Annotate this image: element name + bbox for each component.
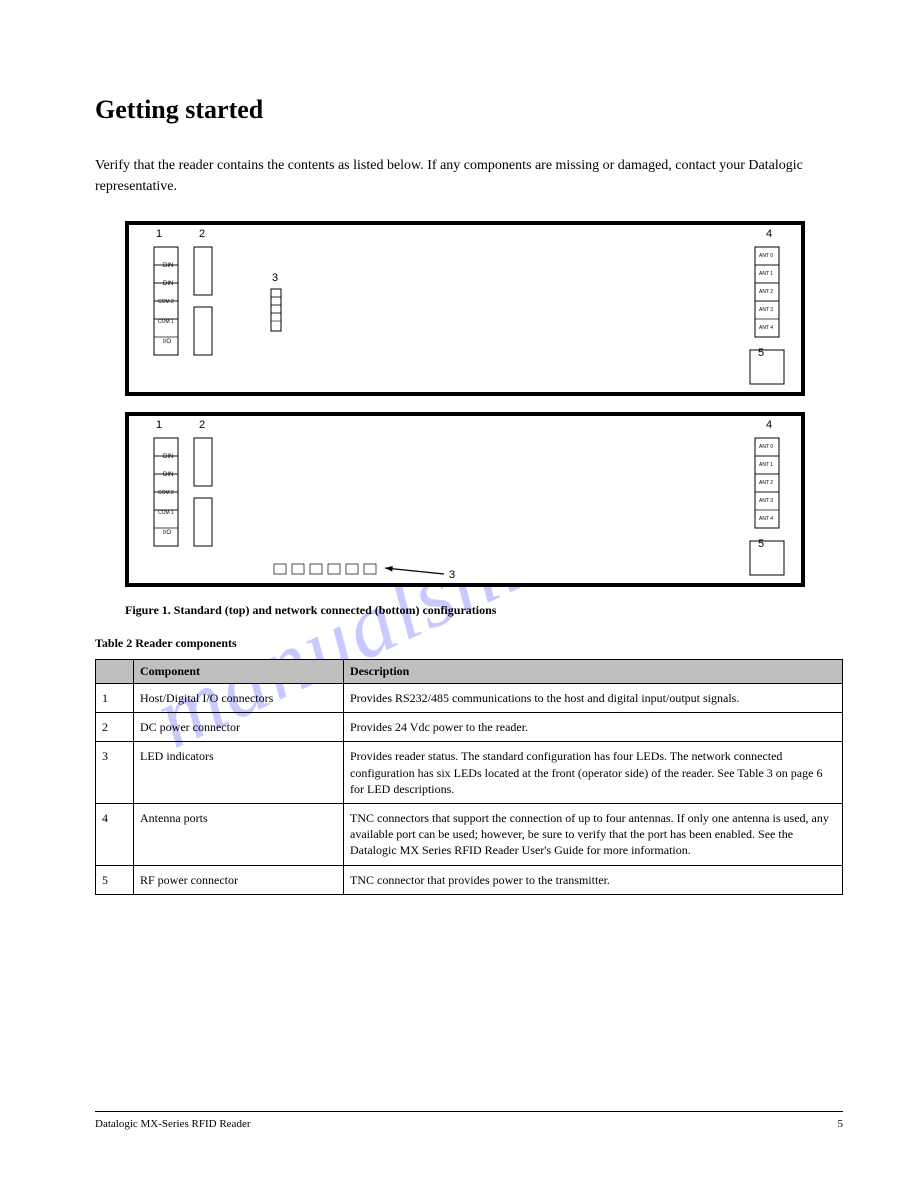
th-desc: Description bbox=[344, 660, 843, 684]
svg-text:DIN: DIN bbox=[163, 263, 173, 269]
svg-text:ANT 2: ANT 2 bbox=[759, 289, 773, 295]
svg-text:ANT 4: ANT 4 bbox=[759, 325, 773, 331]
svg-text:ANT 2: ANT 2 bbox=[759, 480, 773, 486]
th-num bbox=[96, 660, 134, 684]
svg-text:1: 1 bbox=[156, 419, 162, 431]
table-caption: Table 2 Reader components bbox=[95, 636, 843, 651]
page-content: Getting started Verify that the reader c… bbox=[0, 0, 918, 895]
cell-num: 5 bbox=[96, 865, 134, 894]
svg-text:4: 4 bbox=[766, 419, 772, 431]
svg-text:COM 1: COM 1 bbox=[158, 319, 174, 325]
svg-text:COM 2: COM 2 bbox=[158, 490, 174, 496]
table-row: 1Host/Digital I/O connectorsProvides RS2… bbox=[96, 684, 843, 713]
svg-text:DIN: DIN bbox=[163, 281, 173, 287]
table-row: 3LED indicatorsProvides reader status. T… bbox=[96, 742, 843, 804]
svg-text:COM 2: COM 2 bbox=[158, 299, 174, 305]
cell-comp: RF power connector bbox=[134, 865, 344, 894]
svg-text:ANT 3: ANT 3 bbox=[759, 498, 773, 504]
cell-comp: LED indicators bbox=[134, 742, 344, 804]
svg-text:1: 1 bbox=[156, 228, 162, 240]
svg-text:4: 4 bbox=[766, 228, 772, 240]
cell-desc: Provides RS232/485 communications to the… bbox=[344, 684, 843, 713]
cell-num: 4 bbox=[96, 803, 134, 865]
svg-text:DIN: DIN bbox=[163, 472, 173, 478]
svg-text:DIN: DIN bbox=[163, 454, 173, 460]
diagram-top: 1 2 3 4 5 DIN DIN COM 2 COM 1 I/O ANT 0 ANT 1 ANT 2 A… bbox=[125, 221, 805, 396]
svg-text:2: 2 bbox=[199, 228, 205, 240]
intro-paragraph: Verify that the reader contains the cont… bbox=[95, 155, 843, 197]
cell-desc: Provides reader status. The standard con… bbox=[344, 742, 843, 804]
svg-text:3: 3 bbox=[449, 569, 455, 581]
footer-left: Datalogic MX-Series RFID Reader bbox=[95, 1118, 251, 1130]
page-footer: Datalogic MX-Series RFID Reader 5 bbox=[95, 1111, 843, 1130]
cell-desc: Provides 24 Vdc power to the reader. bbox=[344, 713, 843, 742]
svg-text:COM 1: COM 1 bbox=[158, 510, 174, 516]
svg-text:3: 3 bbox=[272, 272, 278, 284]
svg-text:5: 5 bbox=[758, 538, 764, 550]
components-table: Component Description 1Host/Digital I/O … bbox=[95, 659, 843, 895]
figure-caption: Figure 1. Standard (top) and network con… bbox=[125, 603, 843, 618]
cell-desc: TNC connector that provides power to the… bbox=[344, 865, 843, 894]
table-row: 5RF power connectorTNC connector that pr… bbox=[96, 865, 843, 894]
footer-right: 5 bbox=[838, 1118, 844, 1130]
figure-block: 1 2 3 4 5 DIN DIN COM 2 COM 1 I/O ANT 0 ANT 1 ANT 2 A… bbox=[125, 221, 843, 587]
cell-num: 2 bbox=[96, 713, 134, 742]
svg-text:5: 5 bbox=[758, 347, 764, 359]
svg-text:ANT 0: ANT 0 bbox=[759, 444, 773, 450]
svg-text:ANT 3: ANT 3 bbox=[759, 307, 773, 313]
table-row: 2DC power connectorProvides 24 Vdc power… bbox=[96, 713, 843, 742]
svg-text:I/O: I/O bbox=[163, 530, 171, 536]
diagram-bottom: 1 2 3 4 5 DIN DIN COM 2 COM 1 I/O ANT 0 ANT 1 ANT 2 A… bbox=[125, 412, 805, 587]
cell-num: 1 bbox=[96, 684, 134, 713]
cell-comp: DC power connector bbox=[134, 713, 344, 742]
svg-text:2: 2 bbox=[199, 419, 205, 431]
cell-num: 3 bbox=[96, 742, 134, 804]
cell-comp: Antenna ports bbox=[134, 803, 344, 865]
page-title: Getting started bbox=[95, 95, 843, 125]
svg-text:ANT 1: ANT 1 bbox=[759, 462, 773, 468]
table-row: 4Antenna portsTNC connectors that suppor… bbox=[96, 803, 843, 865]
svg-text:ANT 1: ANT 1 bbox=[759, 271, 773, 277]
cell-comp: Host/Digital I/O connectors bbox=[134, 684, 344, 713]
cell-desc: TNC connectors that support the connecti… bbox=[344, 803, 843, 865]
svg-text:ANT 4: ANT 4 bbox=[759, 516, 773, 522]
th-comp: Component bbox=[134, 660, 344, 684]
svg-text:ANT 0: ANT 0 bbox=[759, 253, 773, 259]
svg-text:I/O: I/O bbox=[163, 339, 171, 345]
